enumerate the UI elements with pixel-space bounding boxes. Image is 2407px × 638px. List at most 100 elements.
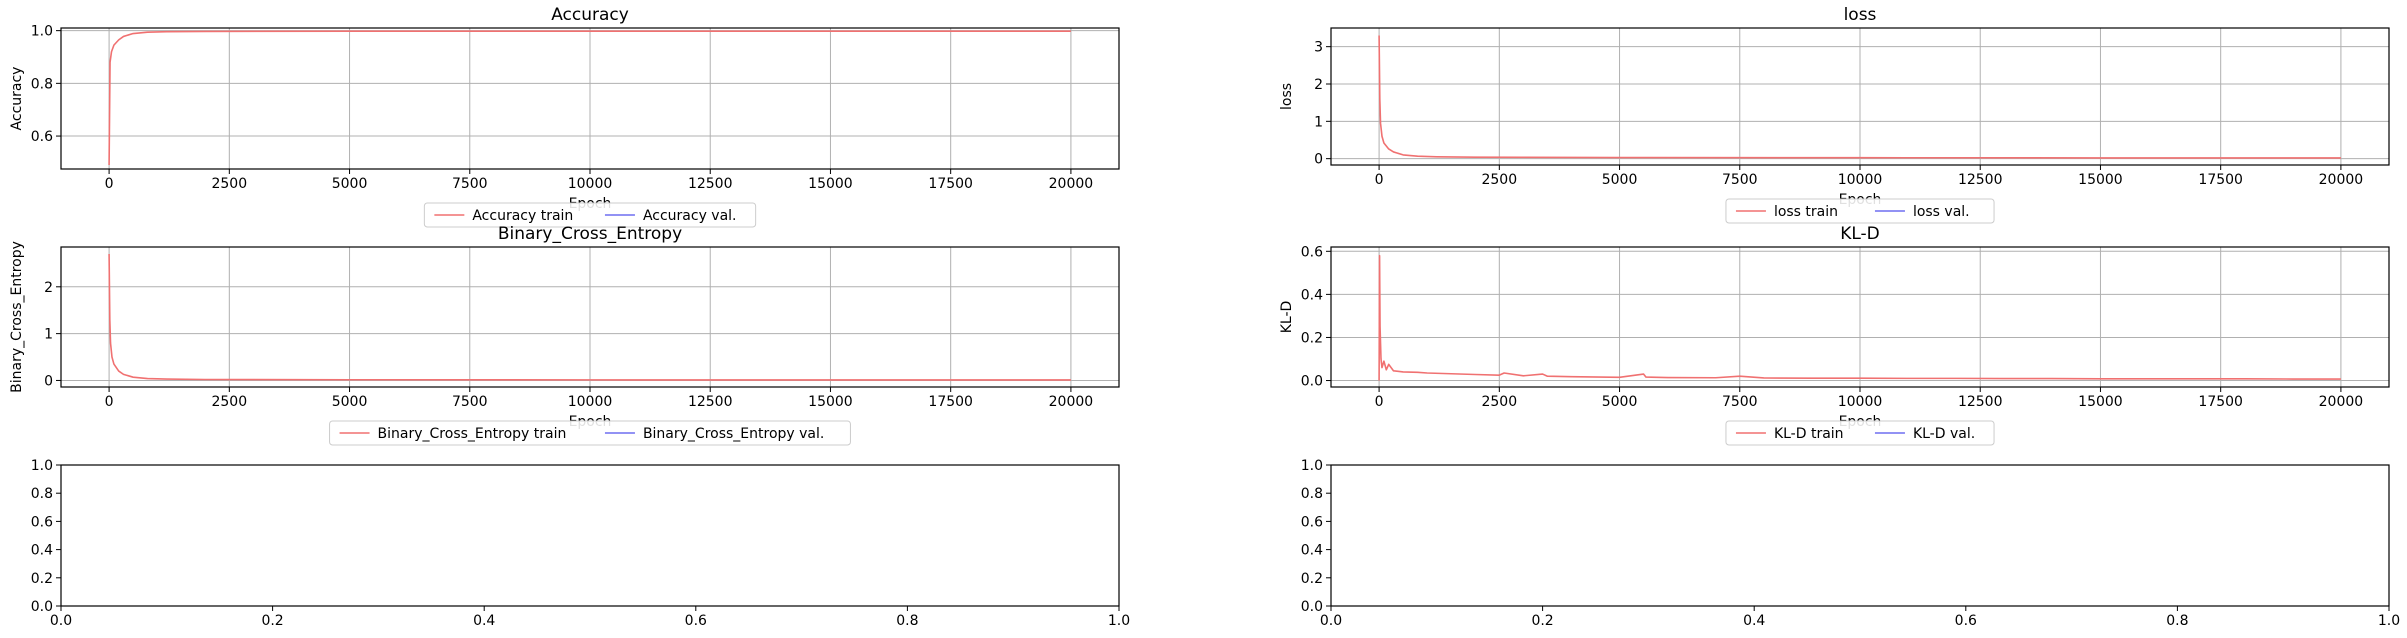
chart-panel-1: 0 2500 5000 7500 10000 12500 15000 17500 20000 0.… — [9, 5, 1120, 228]
legend: loss train loss val. — [1725, 198, 1995, 224]
grid — [1331, 28, 2389, 165]
legend-box — [1725, 198, 1995, 224]
x-tick-label: 10000 — [568, 176, 613, 192]
legend-label-val: Binary_Cross_Entropy val. — [643, 426, 824, 442]
y-tick-label: 1 — [1314, 114, 1323, 130]
x-tick-label: 0 — [105, 176, 114, 192]
x-tick-label: 10000 — [568, 394, 613, 410]
x-tick-label: 1.0 — [2378, 613, 2400, 629]
x-tick-label: 12500 — [688, 394, 733, 410]
y-tick-label: 1 — [44, 327, 53, 343]
y-tick-label: 0.6 — [31, 514, 53, 530]
y-tick-label: 0.4 — [1301, 543, 1323, 559]
y-axis-label: Accuracy — [9, 67, 25, 131]
legend-label-train: Accuracy train — [472, 208, 573, 224]
y-tick-label: 1.0 — [31, 458, 53, 474]
y-tick-label: 0 — [1314, 152, 1323, 168]
x-tick-label: 7500 — [452, 394, 488, 410]
legend-label-train: Binary_Cross_Entropy train — [378, 426, 567, 442]
x-tick-label: 0 — [105, 394, 114, 410]
x-tick-label: 0 — [1375, 394, 1384, 410]
x-tick-label: 17500 — [2198, 172, 2243, 188]
y-tick-label: 0.6 — [1301, 514, 1323, 530]
chart-panel-2: 0 2500 5000 7500 10000 12500 15000 17500 20000 0 1… — [1279, 5, 2390, 224]
y-tick-label: 0.0 — [1301, 374, 1323, 390]
legend-box — [423, 202, 757, 228]
y-axis-label: loss — [1279, 83, 1295, 110]
chart-title: KL-D — [1840, 224, 1880, 244]
x-tick-label: 20000 — [2319, 172, 2364, 188]
x-tick-label: 2500 — [1481, 172, 1517, 188]
x-tick-label: 15000 — [808, 394, 853, 410]
y-tick-label: 1.0 — [31, 24, 53, 40]
legend-label-train: loss train — [1774, 204, 1838, 220]
x-tick-label: 7500 — [1722, 394, 1758, 410]
x-tick-label: 7500 — [452, 176, 488, 192]
chart-title: Binary_Cross_Entropy — [498, 224, 682, 244]
x-tick-label: 0.6 — [1955, 613, 1977, 629]
x-tick-label: 5000 — [332, 176, 368, 192]
series-line-train — [108, 254, 1071, 381]
series-line-train — [1378, 35, 2341, 159]
x-tick-label: 0.2 — [261, 613, 283, 629]
x-tick-label: 5000 — [1602, 172, 1638, 188]
y-axis-label: Binary_Cross_Entropy — [9, 241, 25, 393]
x-tick-label: 10000 — [1838, 172, 1883, 188]
chart-title: Accuracy — [551, 5, 629, 25]
legend-label-val: Accuracy val. — [643, 208, 737, 224]
x-tick-label: 15000 — [808, 176, 853, 192]
chart-panel-3: 0 2500 5000 7500 10000 12500 15000 17500 20000 0 1… — [9, 224, 1120, 446]
x-tick-label: 0.0 — [50, 613, 72, 629]
y-tick-label: 0 — [44, 373, 53, 389]
grid — [61, 247, 1119, 387]
x-tick-label: 7500 — [1722, 172, 1758, 188]
x-tick-label: 2500 — [211, 394, 247, 410]
y-tick-label: 0.8 — [31, 76, 53, 92]
chart-panel-6: 0.0 0.2 0.4 0.6 0.8 1.0 0.0 0.2 0.4 0.6 0.8 1.0 — [1301, 458, 2400, 629]
y-tick-label: 0.2 — [1301, 571, 1323, 587]
x-tick-label: 17500 — [2198, 394, 2243, 410]
legend-label-val: loss val. — [1913, 204, 1970, 220]
y-tick-label: 3 — [1314, 40, 1323, 56]
y-tick-label: 0.4 — [31, 543, 53, 559]
x-tick-label: 2500 — [1481, 394, 1517, 410]
x-tick-label: 0 — [1375, 172, 1384, 188]
x-tick-label: 12500 — [688, 176, 733, 192]
x-tick-label: 17500 — [928, 176, 973, 192]
y-tick-label: 2 — [44, 280, 53, 296]
legend-box — [1725, 420, 1995, 446]
y-tick-label: 0.2 — [1301, 330, 1323, 346]
y-tick-label: 2 — [1314, 77, 1323, 93]
grid — [1331, 247, 2389, 387]
chart-title: loss — [1844, 5, 1877, 25]
legend: Binary_Cross_Entropy train Binary_Cross_E… — [329, 420, 851, 446]
axes-frame — [60, 464, 1120, 607]
y-tick-label: 0.8 — [1301, 486, 1323, 502]
y-tick-label: 1.0 — [1301, 458, 1323, 474]
chart-panel-5: 0.0 0.2 0.4 0.6 0.8 1.0 0.0 0.2 0.4 0.6 0.8 1.0 — [31, 458, 1130, 629]
x-tick-label: 17500 — [928, 394, 973, 410]
x-tick-label: 0.0 — [1320, 613, 1342, 629]
y-tick-label: 0.4 — [1301, 287, 1323, 303]
x-tick-label: 15000 — [2078, 394, 2123, 410]
legend-box — [329, 420, 851, 446]
legend-label-train: KL-D train — [1774, 426, 1844, 442]
x-tick-label: 0.4 — [1743, 613, 1765, 629]
x-tick-label: 12500 — [1958, 172, 2003, 188]
series-line-train — [1378, 254, 2341, 381]
y-tick-label: 0.0 — [1301, 599, 1323, 615]
x-tick-label: 20000 — [2319, 394, 2364, 410]
y-tick-label: 0.2 — [31, 571, 53, 587]
legend: KL-D train KL-D val. — [1725, 420, 1995, 446]
x-tick-label: 5000 — [332, 394, 368, 410]
y-tick-label: 0.8 — [31, 486, 53, 502]
legend-label-val: KL-D val. — [1913, 426, 1975, 442]
y-tick-label: 0.6 — [1301, 244, 1323, 260]
x-tick-label: 10000 — [1838, 394, 1883, 410]
y-axis-label: KL-D — [1279, 301, 1295, 334]
x-tick-label: 1.0 — [1108, 613, 1130, 629]
grid — [61, 28, 1119, 169]
x-tick-label: 0.8 — [896, 613, 918, 629]
x-tick-label: 0.8 — [2166, 613, 2188, 629]
